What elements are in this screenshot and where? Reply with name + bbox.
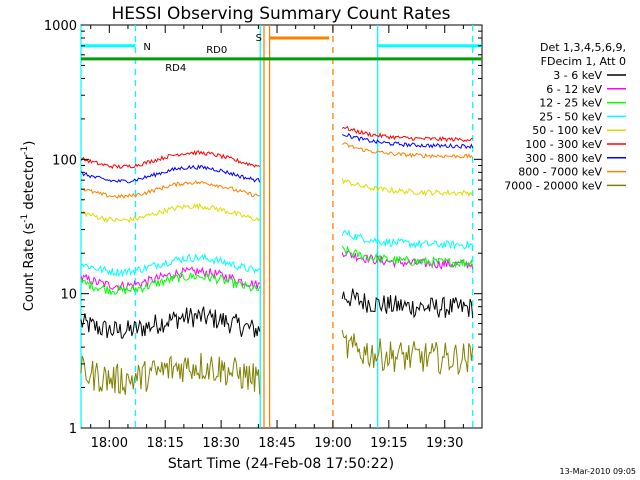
legend-header-line-1: Det 1,3,4,5,6,9, <box>540 41 626 54</box>
rd4-flag-label: RD4 <box>165 63 186 74</box>
y-tick-label: 100 <box>52 153 77 168</box>
x-tick-label: 19:15 <box>370 436 407 451</box>
series-line-12-25keV <box>341 245 474 269</box>
y-tick-label: 10 <box>60 288 77 303</box>
y-tick-label: 1000 <box>44 19 77 34</box>
date-stamp: 13-Mar-2010 09:05 <box>560 467 637 476</box>
night-flag-label: N <box>143 42 150 53</box>
legend-label: 6 - 12 keV <box>546 83 602 96</box>
data-series <box>80 125 474 395</box>
legend-label: 50 - 100 keV <box>532 124 602 137</box>
x-tick-label: 19:00 <box>314 436 351 451</box>
x-tick-label: 18:30 <box>202 436 239 451</box>
series-line-3-6keV <box>341 288 474 319</box>
series-line-6-12keV <box>341 250 474 270</box>
legend-label: 25 - 50 keV <box>539 110 602 123</box>
legend-label: 300 - 800 keV <box>525 152 602 165</box>
x-tick-label: 18:45 <box>258 436 295 451</box>
axis-ticks: 18:00 18:15 18:30 18:45 19:00 19:15 19:30 1 10 10… <box>44 19 483 451</box>
y-axis-label: Count Rate (s-1 detector-1) <box>20 141 37 312</box>
series-line-300-800keV <box>80 164 261 184</box>
rd0-flag-label: RD0 <box>206 45 227 56</box>
legend-header-line-2: FDecim 1, Att 0 <box>541 55 626 68</box>
legend-label: 800 - 7000 keV <box>518 166 602 179</box>
series-line-50-100keV <box>80 202 261 224</box>
series-line-12-25keV <box>80 271 261 296</box>
legend-label: 12 - 25 keV <box>539 97 602 110</box>
series-line-800-7000keV <box>80 180 260 199</box>
legend-label: 7000 - 20000 keV <box>504 179 602 192</box>
series-line-6-12keV <box>80 266 260 292</box>
legend-label: 100 - 300 keV <box>525 138 602 151</box>
x-tick-label: 18:15 <box>146 436 183 451</box>
legend-label: 3 - 6 keV <box>553 69 602 82</box>
saa-flag-label: S <box>256 33 262 44</box>
x-axis-label: Start Time (24-Feb-08 17:50:22) <box>168 456 394 472</box>
series-line-25-50keV <box>341 229 474 250</box>
series-line-3-6keV <box>80 306 261 339</box>
series-line-100-300keV <box>80 150 260 170</box>
vertical-markers <box>80 25 474 428</box>
series-line-100-300keV <box>341 125 473 143</box>
series-line-7000-20000keV <box>341 329 474 376</box>
y-tick-label: 1 <box>69 422 77 437</box>
series-line-300-800keV <box>342 132 474 149</box>
flag-bars: N S RD0 RD4 <box>81 33 482 74</box>
x-tick-label: 18:00 <box>91 436 128 451</box>
series-line-25-50keV <box>80 252 260 278</box>
plot-frame <box>80 24 483 429</box>
chart-title: HESSI Observing Summary Count Rates <box>111 4 450 24</box>
series-line-800-7000keV <box>341 142 474 159</box>
series-line-50-100keV <box>341 177 474 197</box>
series-line-7000-20000keV <box>80 352 261 395</box>
legend: Det 1,3,4,5,6,9, FDecim 1, Att 0 3 - 6 k… <box>504 41 626 192</box>
x-tick-label: 19:30 <box>426 436 463 451</box>
